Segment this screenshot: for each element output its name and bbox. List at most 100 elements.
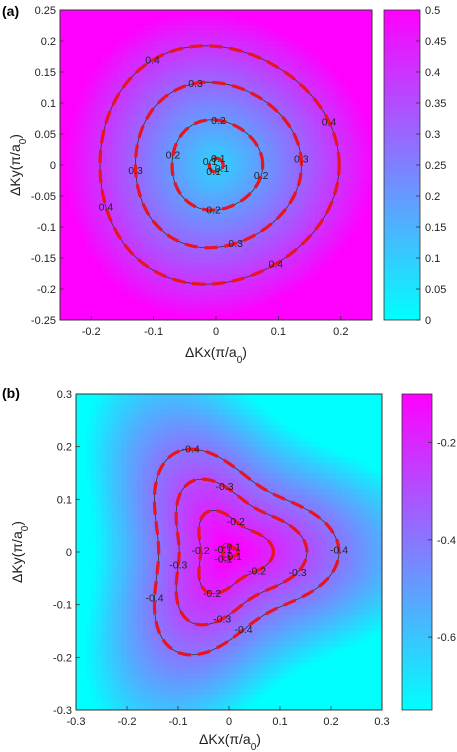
- heatmap-cell: [283, 190, 290, 197]
- heatmap-cell: [325, 61, 331, 68]
- heatmap-cell: [158, 92, 165, 99]
- heatmap-cell: [132, 72, 139, 78]
- heatmap-cell: [127, 128, 134, 135]
- heatmap-cell: [164, 108, 170, 114]
- heatmap-cell: [262, 30, 269, 37]
- heatmap-cell: [278, 227, 285, 233]
- heatmap-cell: [138, 159, 144, 166]
- heatmap-cell: [138, 35, 144, 42]
- heatmap-cell: [65, 309, 71, 316]
- heatmap-cell: [96, 278, 103, 285]
- heatmap-cell: [247, 56, 253, 63]
- heatmap-cell: [195, 149, 201, 156]
- heatmap-cell: [172, 562, 179, 569]
- heatmap-cell: [195, 20, 201, 27]
- heatmap-cell: [178, 415, 184, 421]
- heatmap-cell: [164, 139, 170, 145]
- heatmap-cell: [242, 82, 248, 89]
- heatmap-cell: [252, 185, 259, 192]
- heatmap-cell: [320, 258, 326, 264]
- heatmap-cell: [210, 196, 217, 202]
- heatmap-cell: [190, 20, 196, 27]
- heatmap-cell: [335, 118, 342, 125]
- heatmap-cell: [226, 72, 233, 78]
- heatmap-cell: [304, 268, 311, 275]
- heatmap-cell: [242, 247, 248, 254]
- heatmap-cell: [117, 165, 123, 171]
- heatmap-cell: [346, 128, 352, 135]
- heatmap-cell: [81, 530, 87, 537]
- heatmap-cell: [366, 134, 372, 140]
- heatmap-cell: [65, 118, 71, 125]
- heatmap-cell: [361, 149, 368, 156]
- heatmap-cell: [252, 196, 259, 202]
- heatmap-cell: [340, 108, 347, 114]
- heatmap-cell: [169, 56, 175, 63]
- heatmap-cell: [143, 247, 149, 254]
- heatmap-cell: [252, 211, 259, 218]
- heatmap-cell: [257, 134, 264, 140]
- heatmap-cell: [111, 509, 118, 516]
- heatmap-cell: [231, 87, 238, 94]
- heatmap-cell: [183, 451, 189, 458]
- heatmap-cell: [137, 604, 143, 611]
- heatmap-cell: [221, 154, 227, 161]
- heatmap-cell: [195, 206, 201, 213]
- heatmap-cell: [361, 299, 368, 306]
- heatmap-cell: [184, 159, 191, 166]
- heatmap-cell: [200, 242, 207, 249]
- heatmap-cell: [147, 467, 154, 474]
- heatmap-cell: [96, 92, 103, 99]
- heatmap-cell: [236, 314, 243, 320]
- heatmap-cell: [164, 123, 170, 130]
- heatmap-cell: [167, 562, 174, 569]
- heatmap-cell: [106, 657, 113, 664]
- heatmap-cell: [157, 646, 164, 653]
- heatmap-cell: [164, 252, 170, 259]
- heatmap-cell: [179, 165, 186, 171]
- heatmap-cell: [174, 196, 181, 202]
- heatmap-cell: [210, 314, 217, 320]
- heatmap-cell: [117, 41, 123, 47]
- heatmap-cell: [330, 82, 337, 89]
- heatmap-cell: [117, 273, 123, 280]
- heatmap-cell: [195, 15, 201, 21]
- heatmap-cell: [294, 61, 300, 68]
- heatmap-cell: [242, 113, 248, 120]
- heatmap-cell: [143, 118, 149, 125]
- heatmap-cell: [309, 30, 316, 37]
- heatmap-cell: [60, 41, 66, 47]
- heatmap-cell: [91, 61, 97, 68]
- heatmap-cell: [278, 299, 285, 306]
- heatmap-cell: [200, 314, 207, 320]
- heatmap-cell: [137, 620, 143, 627]
- heatmap-cell: [195, 10, 201, 16]
- heatmap-cell: [117, 221, 123, 228]
- heatmap-cell: [200, 159, 207, 166]
- heatmap-cell: [200, 175, 207, 182]
- heatmap-cell: [158, 175, 165, 182]
- heatmap-cell: [257, 304, 264, 311]
- heatmap-cell: [195, 289, 201, 295]
- heatmap-cell: [91, 108, 97, 114]
- heatmap-cell: [138, 242, 144, 249]
- heatmap-cell: [184, 170, 191, 176]
- heatmap-cell: [183, 504, 189, 511]
- heatmap-cell: [148, 175, 155, 182]
- heatmap-cell: [242, 211, 248, 218]
- heatmap-cell: [252, 66, 259, 73]
- heatmap-cell: [132, 30, 139, 37]
- heatmap-cell: [325, 144, 331, 151]
- heatmap-cell: [157, 557, 164, 564]
- heatmap-cell: [283, 113, 290, 120]
- heatmap-cell: [221, 149, 227, 156]
- heatmap-cell: [190, 283, 196, 290]
- heatmap-cell: [257, 190, 264, 197]
- heatmap-cell: [361, 294, 368, 300]
- heatmap-cell: [356, 139, 363, 145]
- heatmap-cell: [70, 211, 77, 218]
- heatmap-cell: [309, 72, 316, 78]
- heatmap-cell: [314, 242, 321, 249]
- heatmap-cell: [116, 415, 123, 421]
- heatmap-cell: [335, 72, 342, 78]
